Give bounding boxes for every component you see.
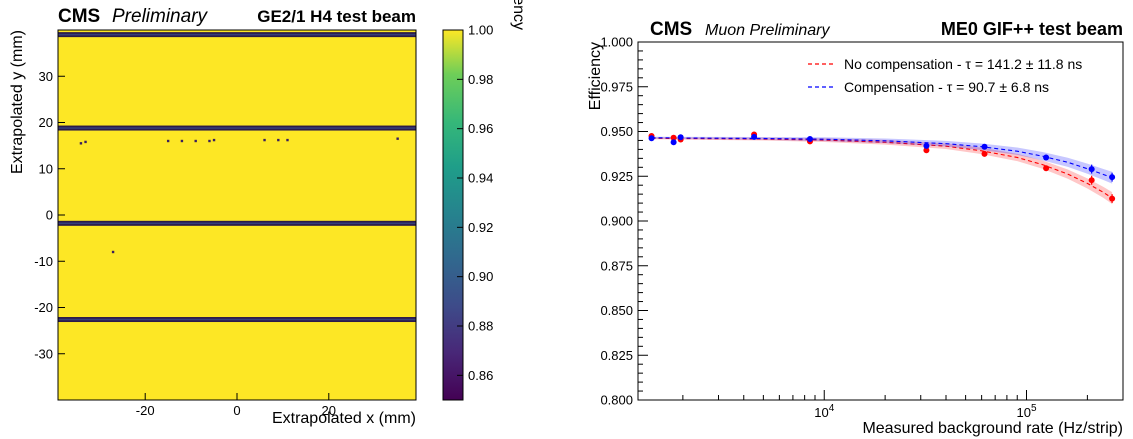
efficiency-map-area <box>58 30 416 400</box>
colorbar <box>442 29 464 401</box>
map-y-tick-label: 20 <box>39 115 53 130</box>
legend: No compensation - τ = 141.2 ± 11.8 ns Co… <box>808 56 1082 95</box>
data-point-compensation <box>806 136 813 143</box>
data-point-no-compensation <box>1088 177 1095 184</box>
low-efficiency-point <box>84 140 87 144</box>
x-ticks: 104 105 <box>682 390 1124 420</box>
low-efficiency-point <box>396 137 399 140</box>
y-tick-label: 0.850 <box>600 303 633 318</box>
y-tick-label: 1.000 <box>600 35 633 50</box>
data-point-compensation <box>751 133 758 140</box>
data-point-no-compensation <box>1109 195 1116 202</box>
low-efficiency-point <box>79 142 83 145</box>
colorbar-ticks: 0.86 0.88 0.90 0.92 0.94 0.96 0.98 1.00 <box>457 23 493 383</box>
legend-label-no-compensation: No compensation - τ = 141.2 ± 11.8 ns <box>844 56 1082 72</box>
y-tick-label: 0.975 <box>600 79 633 94</box>
y-tick-label: 0.950 <box>600 124 633 139</box>
colorbar-tick-label: 0.90 <box>468 269 493 284</box>
colorbar-tick-label: 0.92 <box>468 220 493 235</box>
low-efficiency-point <box>208 139 211 143</box>
low-efficiency-point <box>166 139 170 143</box>
efficiency-vs-rate-panel: 0.800 0.825 0.850 0.875 0.900 0.925 0.950 0.975… <box>587 19 1124 437</box>
map-y-tick-label: 0 <box>46 208 53 223</box>
data-point-compensation <box>923 142 930 149</box>
map-y-tick-label: -20 <box>34 300 53 315</box>
y-tick-label: 0.925 <box>600 169 633 184</box>
low-efficiency-band-core <box>58 33 416 36</box>
plot-area <box>638 42 1123 400</box>
low-efficiency-point <box>263 138 266 142</box>
low-efficiency-point <box>286 138 289 142</box>
map-y-tick-label: -10 <box>34 254 53 269</box>
colorbar-tick-label: 0.86 <box>468 368 493 383</box>
map-x-tick-label: 0 <box>233 403 240 418</box>
data-point-compensation <box>677 134 684 141</box>
colorbar-label: Efficiency <box>510 0 527 30</box>
low-efficiency-band-core <box>58 127 416 129</box>
map-y-tick-label: 10 <box>39 161 53 176</box>
map-cms-label: CMS <box>58 6 100 27</box>
data-point-no-compensation <box>670 134 677 141</box>
data-points <box>648 131 1116 204</box>
x-axis-label: Measured background rate (Hz/strip) <box>862 420 1123 437</box>
data-point-compensation <box>1109 174 1116 181</box>
map-y-ticks: -30 -20 -10 0 10 20 30 <box>34 69 65 361</box>
data-point-compensation <box>670 139 677 146</box>
low-efficiency-point <box>277 138 280 142</box>
colorbar-tick-label: 1.00 <box>468 23 493 38</box>
x-tick-label: 105 <box>1016 403 1036 420</box>
data-point-compensation <box>648 135 655 142</box>
legend-label-compensation: Compensation - τ = 90.7 ± 6.8 ns <box>844 79 1049 95</box>
map-x-axis-label: Extrapolated x (mm) <box>272 410 416 427</box>
y-axis-label: Efficiency <box>587 42 604 110</box>
low-efficiency-point <box>111 250 115 254</box>
map-x-tick-label: -20 <box>136 403 155 418</box>
low-efficiency-bands <box>58 32 416 323</box>
colorbar-tick-label: 0.94 <box>468 171 493 186</box>
y-tick-label: 0.825 <box>600 348 633 363</box>
map-x-ticks: -20 0 20 <box>136 393 336 418</box>
data-point-compensation <box>1088 166 1095 173</box>
colorbar-tick-label: 0.96 <box>468 121 493 136</box>
map-title: GE2/1 H4 test beam <box>257 7 416 26</box>
colorbar-tick-label: 0.88 <box>468 319 493 334</box>
map-y-tick-label: 30 <box>39 69 53 84</box>
x-tick-label: 104 <box>814 403 834 420</box>
plot-preliminary-label: Muon Preliminary <box>705 22 830 39</box>
y-tick-label: 0.875 <box>600 258 633 273</box>
map-y-tick-label: -30 <box>34 346 53 361</box>
data-point-compensation <box>1043 154 1050 161</box>
data-point-no-compensation <box>923 147 930 154</box>
map-x-tick-label: 20 <box>322 403 336 418</box>
low-efficiency-point <box>180 139 184 143</box>
low-efficiency-points <box>79 137 399 254</box>
colorbar-tick-label: 0.98 <box>468 72 493 87</box>
y-ticks: 0.800 0.825 0.850 0.875 0.900 0.925 0.950 0.975… <box>600 35 648 408</box>
y-tick-label: 0.800 <box>600 393 633 408</box>
y-tick-label: 0.900 <box>600 214 633 229</box>
data-point-no-compensation <box>1043 165 1050 172</box>
data-point-compensation <box>981 143 988 150</box>
data-point-no-compensation <box>981 150 988 157</box>
plot-cms-label: CMS <box>650 19 692 40</box>
map-preliminary-label: Preliminary <box>112 6 209 27</box>
low-efficiency-point <box>212 138 216 142</box>
fit-curve-no-compensation <box>651 137 1113 199</box>
low-efficiency-band-core <box>58 318 416 321</box>
plot-title: ME0 GIF++ test beam <box>941 19 1123 39</box>
low-efficiency-band-core <box>58 222 416 225</box>
map-y-axis-label: Extrapolated y (mm) <box>9 30 26 174</box>
low-efficiency-point <box>194 139 197 143</box>
